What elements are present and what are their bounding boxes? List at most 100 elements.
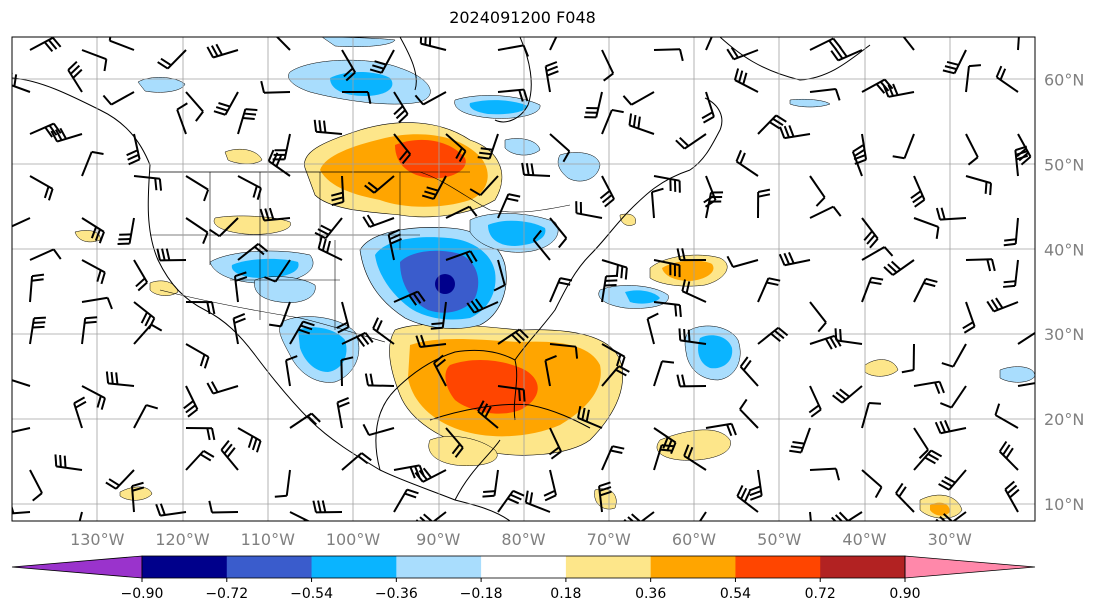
wind-barb: [861, 276, 884, 303]
wind-barb: [237, 427, 262, 453]
wind-barb: [809, 37, 842, 51]
wind-barb: [220, 439, 239, 471]
wind-barb: [362, 423, 395, 437]
wind-barb: [965, 64, 982, 93]
wind-barb: [809, 87, 841, 101]
wind-barb: [393, 488, 419, 513]
wind-barb: [393, 464, 426, 479]
wind-barb: [477, 400, 499, 429]
wind-barb: [156, 248, 187, 262]
wind-barb: [809, 205, 842, 219]
wind-barb: [497, 489, 525, 513]
wind-barb: [176, 102, 188, 135]
wind-barb: [598, 481, 612, 513]
wind-barb: [29, 248, 62, 261]
wind-barb: [108, 37, 135, 51]
wind-barb: [81, 296, 113, 310]
wind-barb: [902, 37, 915, 51]
wind-barb: [185, 175, 210, 202]
wind-barb: [81, 259, 106, 285]
wind-barb: [102, 91, 135, 106]
wind-barb: [549, 277, 573, 303]
wind-barb: [73, 396, 87, 429]
wind-barb: [549, 133, 571, 163]
wind-barb: [809, 175, 826, 207]
wind-barb: [497, 328, 529, 345]
wind-barb: [601, 343, 626, 369]
wind-barb: [12, 427, 31, 434]
wind-barb: [676, 374, 707, 388]
positive-anomaly-region: [224, 149, 263, 164]
wind-barb: [935, 207, 967, 221]
wind-barb: [445, 205, 478, 219]
colorbar-segment: [735, 556, 821, 578]
wind-barb: [285, 355, 298, 387]
wind-barb: [312, 500, 343, 514]
wind-barb: [336, 301, 350, 334]
wind-barb: [678, 328, 707, 345]
colorbar-tick-label: −0.36: [375, 586, 418, 602]
wind-barb: [601, 445, 625, 471]
wind-barb: [726, 255, 759, 268]
coastlines: [12, 37, 871, 521]
colorbar-tick-label: −0.54: [290, 586, 333, 602]
colorbar-segment: [396, 556, 482, 578]
wind-barb: [482, 469, 499, 498]
longitude-tick-label: 100°W: [326, 530, 381, 549]
wind-barb: [934, 419, 967, 435]
positive-anomaly-region: [864, 359, 899, 377]
latitude-tick-label: 10°N: [1044, 495, 1084, 514]
wind-barb: [414, 91, 447, 106]
colorbar-segment: [311, 556, 397, 578]
wind-barb: [998, 440, 1019, 471]
wind-barb: [965, 133, 979, 166]
wind-barb: [524, 490, 551, 513]
wind-barb: [653, 175, 681, 193]
wind-barb: [733, 68, 759, 93]
wind-barb: [317, 236, 343, 261]
wind-barb: [861, 217, 879, 249]
wind-barb: [421, 175, 447, 200]
wind-barb: [941, 343, 967, 368]
wind-barb: [130, 481, 145, 513]
wind-barb: [364, 175, 395, 194]
wind-barb: [851, 144, 866, 177]
wind-barb: [133, 259, 149, 292]
latitude-tick-label: 60°N: [1044, 70, 1084, 89]
wind-barb: [892, 133, 915, 160]
wind-barb: [830, 46, 863, 62]
wind-barb: [938, 469, 967, 491]
wind-barb: [830, 511, 863, 521]
negative-anomaly-region: [298, 327, 347, 372]
wind-barb: [599, 175, 615, 208]
colorbar-tick-label: 0.54: [720, 586, 751, 602]
wind-barb: [913, 217, 940, 239]
longitude-tick-label: 40°W: [842, 530, 886, 549]
positive-anomaly-region: [930, 502, 950, 516]
wind-barb: [260, 80, 291, 94]
wind-barb: [289, 320, 315, 345]
map-title: 2024091200 F048: [449, 8, 596, 27]
wind-barb: [237, 175, 262, 200]
wind-barb: [834, 328, 863, 345]
wind-barb: [601, 274, 619, 303]
wind-barb: [778, 251, 811, 267]
negative-anomaly-region: [557, 152, 601, 182]
wind-barb: [532, 229, 551, 261]
wind-barb: [757, 326, 789, 345]
wind-barb: [54, 454, 83, 471]
wind-barb: [913, 427, 929, 459]
wind-barb: [1003, 259, 1019, 288]
wind-barb: [584, 91, 603, 119]
longitude-tick-label: 70°W: [587, 530, 631, 549]
wind-barb: [543, 469, 557, 502]
colorbar-segment: [820, 556, 906, 578]
negative-anomaly-region: [254, 276, 316, 303]
wind-barb: [393, 91, 409, 124]
wind-barb: [861, 401, 882, 429]
wind-barb: [994, 403, 1019, 429]
wind-barb: [117, 217, 135, 246]
wind-barb: [275, 37, 291, 51]
longitude-tick-label: 130°W: [70, 530, 125, 549]
